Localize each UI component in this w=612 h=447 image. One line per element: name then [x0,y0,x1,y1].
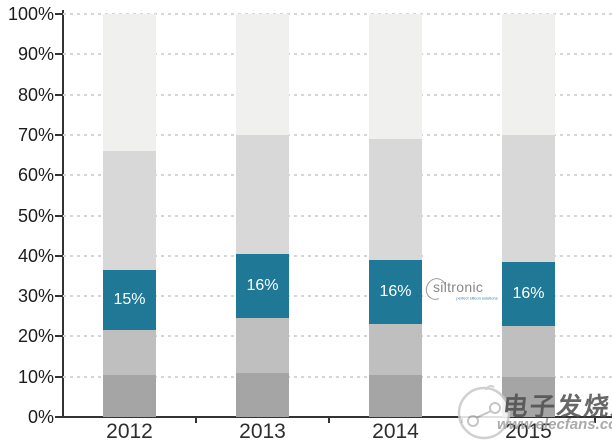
gridline [63,214,612,217]
bar-segment-siltronic-share-teal [236,253,289,319]
y-axis-label: 10% [17,366,54,387]
bar-segment-top-light-gray [236,14,289,135]
y-axis-tick [55,13,62,15]
segment-data-label: 15% [113,290,146,308]
y-axis-label: 0% [27,407,54,427]
y-axis-label: 100% [7,4,54,24]
bar-segment-bottom-dark-gray [502,376,555,417]
gridline [63,335,612,338]
siltronic-tagline: perfect silicon solutions [456,296,498,301]
bar-segment-upper-mid-gray [103,151,156,270]
siltronic-logo: siltronic perfect silicon solutions [422,249,501,335]
y-axis-label: 40% [17,245,54,266]
bar-segment-siltronic-share-teal [502,261,555,327]
y-axis-label: 70% [17,124,54,145]
bar-segment-lower-mid-gray [236,318,289,373]
y-axis-tick [55,375,62,378]
y-axis-tick [55,133,62,136]
x-axis-label: 2013 [239,420,286,443]
bar-segment-bottom-dark-gray [236,372,289,417]
watermark-url: www.elecfans.com [497,416,612,433]
segment-data-label: 16% [512,284,545,302]
y-axis-label: 60% [17,165,54,186]
bar-segment-lower-mid-gray [369,324,422,375]
gridline [63,133,612,136]
gridline [63,53,612,56]
gridline [63,174,612,177]
y-axis-tick [55,254,62,257]
bar-segment-upper-mid-gray [502,134,555,262]
x-axis-label: 2015 [505,420,552,443]
x-axis-label: 2012 [106,420,153,443]
watermark-logo-icon [457,385,511,440]
bar-segment-upper-mid-gray [369,138,422,260]
bar-segment-lower-mid-gray [502,326,555,377]
y-axis-tick [55,174,62,177]
bar-segment-siltronic-share-teal [369,259,422,325]
bar-segment-top-light-gray [103,14,156,152]
bar-segment-top-light-gray [502,14,555,135]
y-axis-label: 90% [17,44,54,65]
segment-data-label: 16% [379,282,412,300]
gridline [63,93,612,96]
y-axis-label: 30% [17,286,54,307]
bar-segment-top-light-gray [369,14,422,139]
y-axis-tick [55,53,62,56]
x-axis-line [61,416,612,418]
gridline [63,254,612,257]
segment-data-label: 16% [246,276,279,294]
y-axis-tick [55,214,62,217]
bar-segment-bottom-dark-gray [369,374,422,417]
x-axis-tick [195,418,197,423]
y-axis-label: 20% [17,326,54,347]
y-axis-label: 80% [17,84,54,105]
gridline [63,295,612,298]
x-axis-label: 2014 [372,420,419,443]
bar-segment-lower-mid-gray [103,330,156,375]
y-axis-tick [55,295,62,298]
gridline [63,13,612,15]
gridline [63,375,612,378]
bar-segment-upper-mid-gray [236,134,289,254]
x-axis-tick [328,418,330,423]
y-axis-label: 50% [17,205,54,226]
y-axis-tick [55,335,62,338]
bar-segment-siltronic-share-teal [103,269,156,331]
y-axis-tick [55,416,62,418]
bar-segment-bottom-dark-gray [103,374,156,417]
siltronic-brand-text: siltronic [433,279,484,295]
x-axis-tick [594,418,596,423]
y-axis-tick [55,93,62,96]
y-axis-line [62,10,64,418]
